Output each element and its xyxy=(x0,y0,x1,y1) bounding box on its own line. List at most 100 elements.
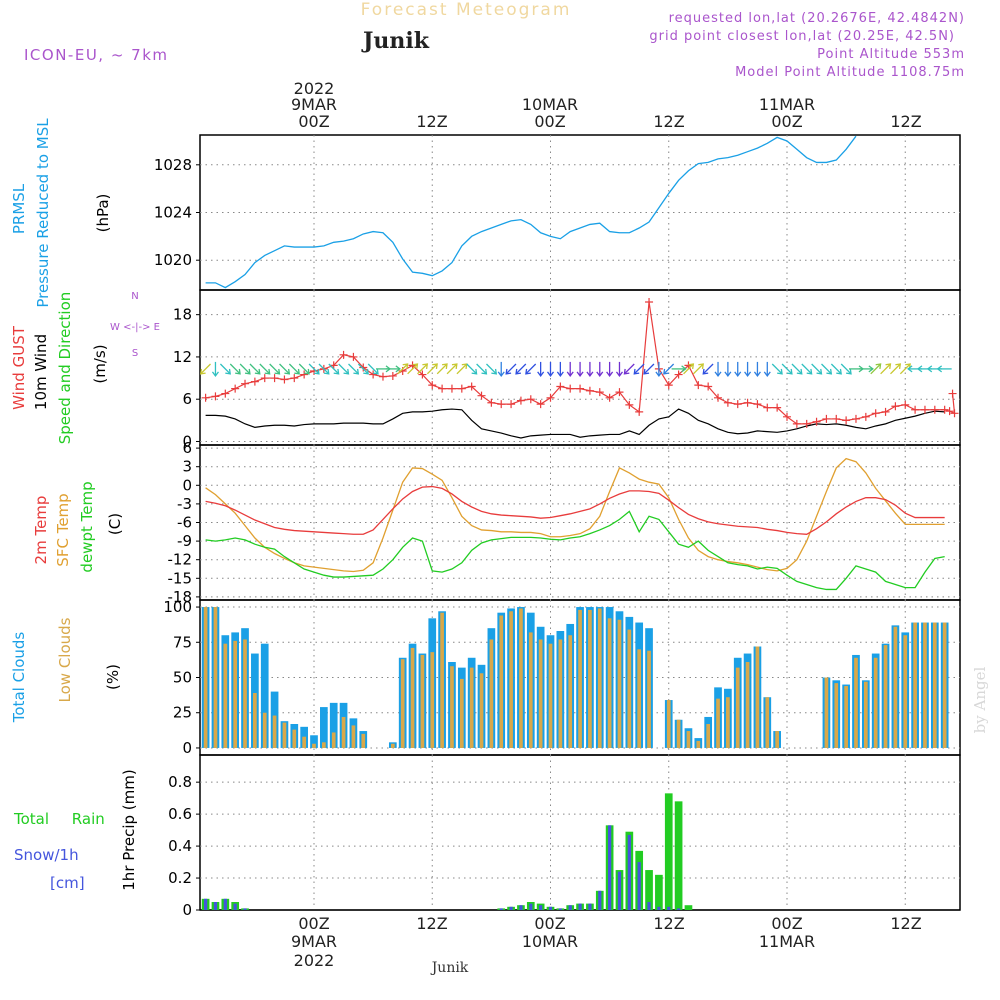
cloud-low-bar xyxy=(459,678,464,748)
wind-gust-point xyxy=(920,405,929,414)
wind-gust-point xyxy=(221,389,230,398)
bottom-year-label: 2022 xyxy=(294,951,335,970)
wind-gust-point xyxy=(576,384,585,393)
wind-gust-point xyxy=(201,393,210,402)
wind-gust-point xyxy=(861,412,870,421)
precip-snow-bar xyxy=(627,834,631,910)
wind-gust-point xyxy=(211,392,220,401)
cloud-low-bar xyxy=(203,607,208,748)
cloud-low-bar xyxy=(351,725,356,748)
wind-gust-point xyxy=(546,393,555,402)
cloud-low-bar xyxy=(272,715,277,748)
precip-snow-bar xyxy=(519,905,523,910)
cloud-low-bar xyxy=(509,611,513,748)
cloud-low-bar xyxy=(548,643,553,748)
wind-gust-point xyxy=(891,402,900,411)
bottom-hour-label: 12Z xyxy=(416,914,447,933)
wind-direction-arrow xyxy=(811,363,823,375)
wind-gust-point xyxy=(378,372,387,381)
cloud-low-bar xyxy=(233,640,238,748)
wind-gust-point xyxy=(851,414,860,423)
top-hour-label: 00Z xyxy=(298,112,329,131)
wind-gust-point xyxy=(428,381,437,390)
wind-direction-arrow xyxy=(880,363,892,375)
wind-gust-point xyxy=(763,403,772,412)
y-tick-label: -9 xyxy=(177,532,192,550)
cloud-low-bar xyxy=(637,649,642,748)
wind-direction-arrow xyxy=(596,361,604,377)
bottom-hour-label: 00Z xyxy=(771,914,802,933)
wind-gust-point xyxy=(477,391,486,400)
y-tick-label: 12 xyxy=(173,348,192,366)
wind-gust-point xyxy=(595,388,604,397)
wind-gust-point xyxy=(664,381,673,390)
wind-direction-arrow xyxy=(219,363,231,375)
precip-rain-bar xyxy=(655,874,663,910)
wind-direction-arrow xyxy=(683,363,695,375)
y-tick-label: 3 xyxy=(182,458,192,476)
y-tick-label: 6 xyxy=(182,439,192,457)
wind-direction-arrow xyxy=(338,363,350,375)
wind-direction-arrow xyxy=(367,363,379,375)
wind-gust-point xyxy=(605,393,614,402)
cloud-low-bar xyxy=(450,666,454,748)
cloud-low-bar xyxy=(932,622,937,748)
temp-sfc-series xyxy=(205,457,945,573)
wind-direction-arrow xyxy=(890,363,902,375)
wind-direction-arrow xyxy=(199,363,211,375)
wind-direction-arrow xyxy=(870,363,882,375)
cloud-low-bar xyxy=(844,685,848,748)
wind-direction-arrow xyxy=(456,363,468,375)
clouds-unit: (%) xyxy=(104,664,122,690)
y-tick-label: -15 xyxy=(168,569,193,587)
y-tick-label: 0 xyxy=(182,476,192,494)
cloud-low-bar xyxy=(597,608,602,748)
bottom-hour-label: 12Z xyxy=(890,914,921,933)
wind-direction-arrow xyxy=(417,363,429,375)
wind-gust-point xyxy=(743,398,752,407)
precip-snow-bar xyxy=(637,862,641,910)
wind-gust-point xyxy=(507,400,516,409)
precip-rain-bar xyxy=(684,905,693,910)
top-hour-label: 00Z xyxy=(534,112,565,131)
wind-direction-arrow xyxy=(239,363,251,375)
wind-direction-arrow xyxy=(446,363,458,375)
y-tick-label: 0.8 xyxy=(168,773,192,791)
precip-snow-label: Snow/1h xyxy=(14,846,79,864)
cloud-low-bar xyxy=(883,645,888,748)
wind-gust-point xyxy=(516,396,525,405)
y-tick-label: 1020 xyxy=(154,251,192,269)
wind-direction-arrow xyxy=(308,363,320,375)
watermark: by Angel xyxy=(971,666,989,733)
cloud-low-bar xyxy=(627,629,632,748)
wind-direction-arrow xyxy=(781,363,793,375)
precip-snow-bar xyxy=(223,898,227,910)
top-date-label: 11MAR xyxy=(759,95,815,114)
wind-gust-point xyxy=(945,407,954,416)
wind-direction-arrow xyxy=(566,361,574,377)
wind-10m-series xyxy=(205,408,945,439)
y-tick-label: 1028 xyxy=(154,156,192,174)
cloud-low-bar xyxy=(390,743,395,748)
wind-gust-point xyxy=(388,371,397,380)
wind-direction-arrow xyxy=(615,361,623,377)
cloud-low-bar xyxy=(499,615,504,748)
meteogram-title: Forecast Meteogram xyxy=(361,0,572,20)
cloud-low-bar xyxy=(243,639,247,748)
bottom-date-label: 11MAR xyxy=(759,932,815,951)
top-year-label: 2022 xyxy=(294,79,335,98)
wind-gust-point xyxy=(290,374,299,383)
wind-gust-point xyxy=(674,370,683,379)
cloud-low-bar xyxy=(647,650,651,748)
y-tick-label: -18 xyxy=(168,588,193,606)
wind-gust-point xyxy=(359,363,368,372)
precip-rain-bar xyxy=(645,870,653,910)
cloud-low-bar xyxy=(755,646,760,748)
wind-direction-arrow xyxy=(385,365,401,373)
cloud-low-bar xyxy=(854,657,858,748)
footer-location: Junik xyxy=(430,960,469,976)
wind-gust-point xyxy=(832,414,841,423)
wind-direction-arrow xyxy=(692,363,704,375)
wind-direction-arrow xyxy=(791,363,803,375)
wind-direction-arrow xyxy=(663,363,675,375)
